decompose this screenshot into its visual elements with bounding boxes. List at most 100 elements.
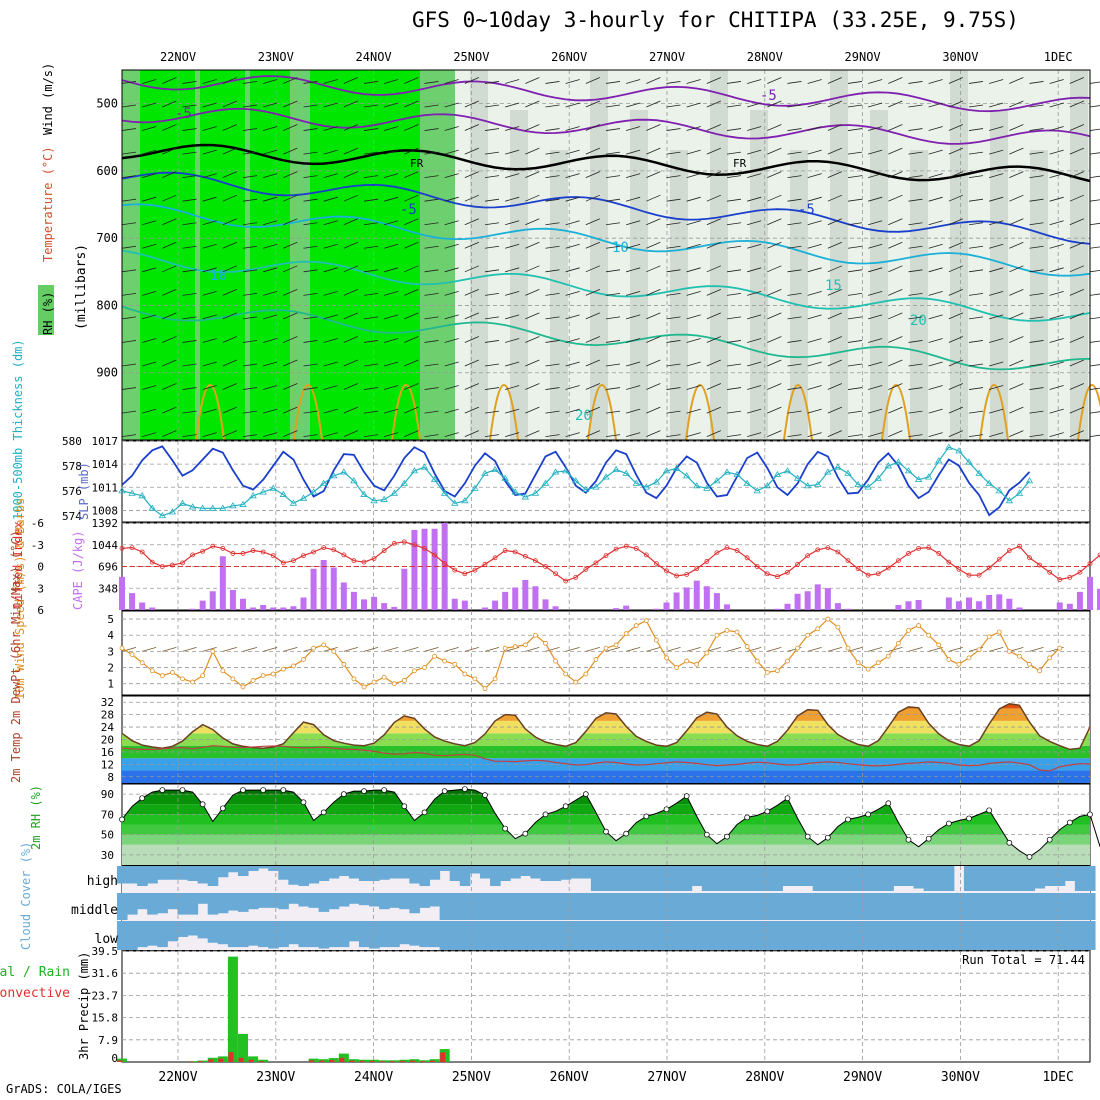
wind-speed-point <box>502 645 508 651</box>
wind-speed-point <box>573 679 579 685</box>
wind-barb <box>303 363 318 367</box>
wind-speed-point <box>684 658 690 664</box>
lifted-index-point <box>896 558 901 564</box>
rh-point <box>845 816 851 823</box>
wind-speed-point <box>159 673 165 679</box>
contour-label: 15 <box>825 278 842 294</box>
wind-barb <box>525 383 540 390</box>
wind-barb <box>484 245 500 249</box>
wind-barb <box>686 102 701 108</box>
precip-total-bar <box>248 1056 259 1062</box>
date-label-top: 24NOV <box>356 50 392 64</box>
wind-barb <box>666 269 681 273</box>
thickness-point <box>198 504 207 511</box>
cloud-bar <box>510 893 521 920</box>
surface-wind-barb <box>565 647 580 652</box>
cloud-bar <box>248 921 259 946</box>
wind-barb <box>585 77 600 84</box>
cloud-bar <box>258 921 269 948</box>
cloud-bar <box>963 866 975 891</box>
wind-barb <box>706 147 721 155</box>
rh-tick-label: 90 <box>101 788 114 801</box>
surface-wind-barb <box>605 647 621 652</box>
cloud-bar <box>318 893 330 912</box>
rh-moist-streak <box>630 110 648 440</box>
wind-barb <box>343 218 358 226</box>
wind-speed-point <box>412 668 417 674</box>
rh-tick-label: 30 <box>101 849 114 862</box>
wind-barb <box>484 269 500 273</box>
wind-barb <box>363 292 379 296</box>
lifted-index-point <box>855 566 861 572</box>
cape-bar <box>280 607 287 610</box>
lifted-index-point <box>603 553 609 559</box>
cloud-bar <box>1014 866 1025 891</box>
wind-barb <box>686 149 701 155</box>
cloud-bar <box>479 866 491 879</box>
wind-barb <box>868 385 883 390</box>
precip-convective-bar <box>238 1057 244 1062</box>
wind-speed-point <box>643 618 649 624</box>
wind-barb <box>484 104 500 108</box>
wind-barb <box>162 147 177 155</box>
wind-barb <box>787 222 802 226</box>
wind-barb <box>444 385 459 390</box>
rh-point <box>925 835 932 842</box>
wind-barb <box>868 79 883 84</box>
cloud-bar <box>540 921 552 950</box>
thickness-point <box>531 489 540 496</box>
wind-barb <box>706 100 721 108</box>
cape-bar <box>784 603 791 610</box>
wind-barb <box>605 245 621 249</box>
wind-barb <box>827 430 842 438</box>
wind-barb <box>1069 288 1084 296</box>
cape-bar <box>552 606 559 610</box>
wind-barb <box>343 147 358 155</box>
wind-barb <box>646 359 661 367</box>
cape-bar <box>310 568 317 610</box>
wind-barb <box>162 336 177 343</box>
wind-barb <box>1069 241 1084 249</box>
wind-barb <box>968 175 984 179</box>
wind-barb <box>384 361 399 367</box>
wind-barb <box>242 316 258 320</box>
thickness-point <box>914 475 923 483</box>
lifted-index-point <box>664 568 669 574</box>
thickness-point <box>743 479 751 486</box>
wind-barb <box>928 314 943 320</box>
cloud-bar <box>943 921 955 950</box>
wind-barb <box>968 316 984 320</box>
wind-barb <box>646 218 661 226</box>
wind-barb <box>968 387 984 390</box>
lifted-index-point <box>250 548 256 553</box>
wind-barb <box>363 175 379 179</box>
wind-barb <box>1089 364 1100 367</box>
cloud-bar <box>288 866 299 885</box>
wind-barb <box>424 104 439 108</box>
wind-barb <box>242 198 258 202</box>
wind-barb <box>283 77 298 84</box>
wind-barb <box>404 430 419 438</box>
cloud-bar <box>641 893 652 920</box>
cloud-bar <box>953 893 965 920</box>
wind-barb <box>444 149 459 155</box>
precip-convective-bar <box>248 1059 254 1062</box>
wind-barb <box>908 363 923 367</box>
wind-barb <box>142 149 157 155</box>
wind-barb <box>242 245 258 249</box>
wind-barb <box>283 171 298 179</box>
wind-speed-point <box>875 660 881 666</box>
wind-barb <box>404 336 419 343</box>
cloud-bar <box>711 921 723 950</box>
cape-bar <box>209 591 216 610</box>
cloud-bar <box>409 921 420 946</box>
precip-convective-bar <box>228 1052 234 1062</box>
lifted-index-point <box>916 545 921 551</box>
thickness-point <box>783 467 792 474</box>
wind-barb <box>968 128 984 131</box>
cloud-bar <box>379 866 390 880</box>
wind-barb <box>726 222 742 226</box>
isotherm-contour <box>121 143 1091 183</box>
cloud-bar <box>1054 893 1066 920</box>
isotherm-contour <box>121 75 1091 113</box>
